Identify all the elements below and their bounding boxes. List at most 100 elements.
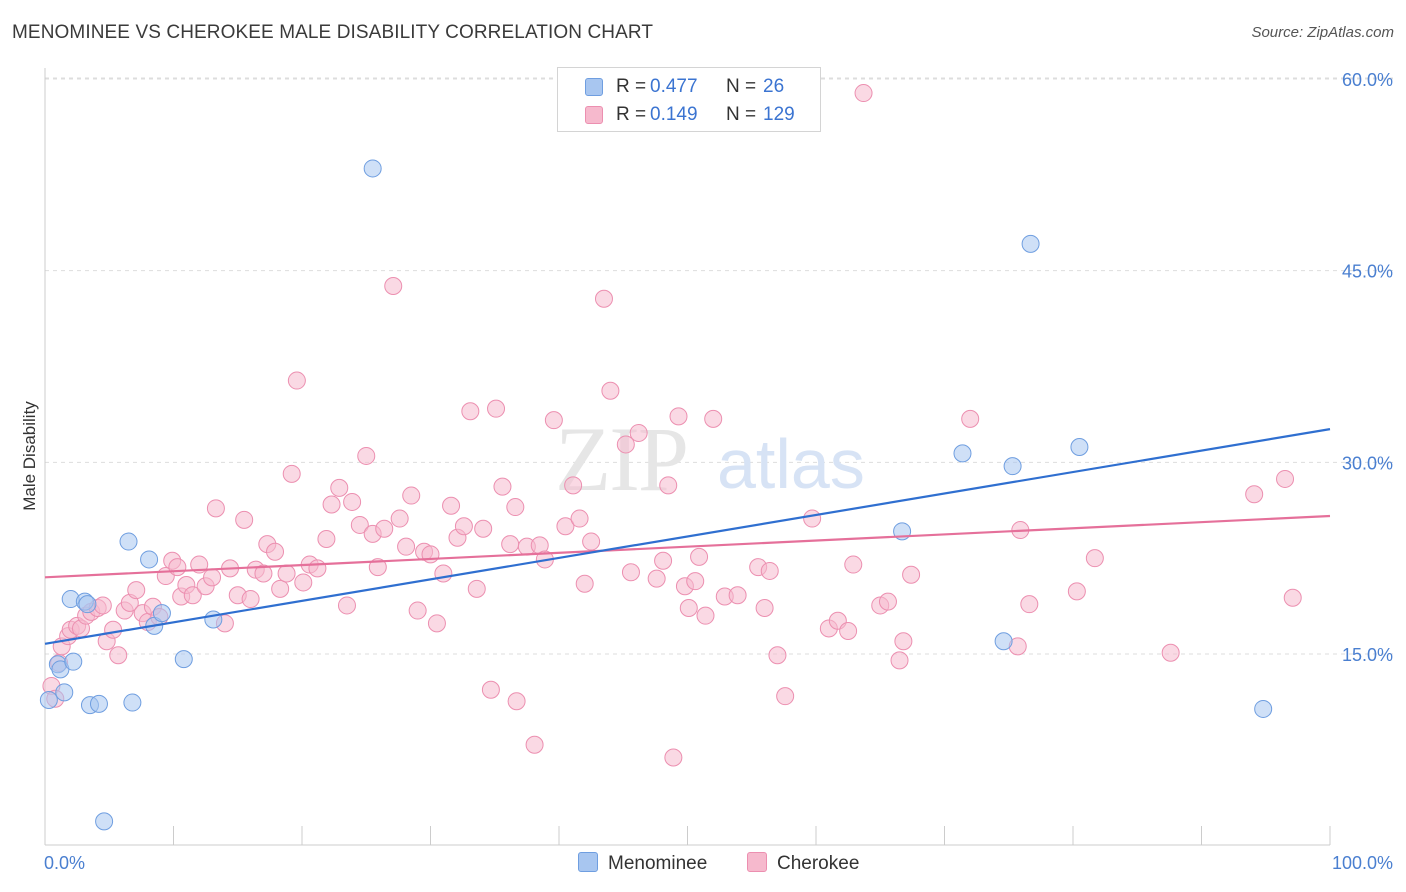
cherokee-point [621,563,640,582]
legend-n-label: N = [726,76,757,97]
menominee-point [1254,699,1273,718]
cherokee-point [408,601,427,620]
chart-title: MENOMINEE VS CHEROKEE MALE DISABILITY CO… [12,22,654,43]
cherokee-point [594,289,613,308]
legend-r-label: R = [616,104,647,125]
menominee-point [64,652,83,671]
cherokee-point [961,409,980,428]
cherokee-swatch [585,106,603,124]
cherokee-point [1283,588,1302,607]
cherokee-point [525,735,544,754]
x-tick-label-min: 0.0% [44,853,85,873]
cherokee-point [168,558,187,577]
cherokee-point [266,542,285,561]
cherokee-point [556,517,575,536]
watermark-zip: ZIP [555,408,687,510]
cherokee-point [679,599,698,617]
cherokee-point [235,510,254,529]
watermark-atlas: atlas [717,425,865,503]
cherokee-point [1245,485,1264,504]
cherokee-swatch [747,852,767,872]
cherokee-point [854,84,873,103]
cherokee-point [768,646,787,665]
menominee-swatch [585,78,603,96]
legend-r-value: 0.149 [650,104,698,125]
menominee-point [1021,234,1040,253]
y-axis-label: Male Disability [20,401,39,511]
cherokee-point [308,559,327,578]
cherokee-point [776,687,795,706]
cherokee-point [454,517,473,536]
cherokee-point [93,596,112,615]
cherokee-point [669,407,688,426]
cherokee-point [506,498,525,517]
cherokee-point [654,551,673,570]
cherokee-point [696,606,715,625]
cherokee-point [507,692,526,711]
cherokee-point [601,381,620,400]
y-tick-label: 30.0% [1342,453,1393,473]
cherokee-point [375,519,394,538]
y-tick-label: 15.0% [1342,645,1393,665]
y-tick-label: 60.0% [1342,70,1393,90]
cherokee-point [844,555,863,574]
cherokee-point [690,547,709,566]
menominee-point [95,812,114,831]
cherokee-point [282,464,301,483]
cherokee-point [878,592,897,611]
cherokee-point [343,492,362,511]
cherokee-point [467,579,486,598]
cherokee-point [368,558,387,577]
cherokee-point [803,509,822,528]
menominee-point [123,693,142,712]
legend-n-label: N = [726,104,757,125]
menominee-point [119,532,138,551]
legend-item-menominee: Menominee [578,852,707,875]
cherokee-point [317,530,336,548]
watermark: ZIP atlas [555,408,865,510]
cherokee-point [1161,643,1180,662]
cherokee-point [839,622,858,640]
cherokee-trend-line [44,514,1331,579]
menominee-point [152,604,171,623]
y-tick-labels: 15.0% 30.0% 45.0% 60.0% [1342,70,1393,665]
series-cherokee [42,84,1302,767]
cherokee-point [686,572,705,591]
legend-n-value: 26 [763,76,785,97]
cherokee-point [287,371,306,390]
menominee-point [1003,457,1022,476]
menominee-trend-line [44,428,1331,645]
cherokee-point [241,590,260,609]
cherokee-point [629,423,648,442]
cherokee-point [575,574,594,593]
source-credit: Source: ZipAtlas.com [1251,24,1394,41]
cherokee-point [357,446,376,465]
menominee-point [89,694,108,713]
legend-row-cherokee: R = 0.149 N = 129 [558,102,820,130]
cherokee-point [616,435,635,454]
cherokee-point [434,564,453,583]
cherokee-point [390,509,409,528]
cherokee-point [582,532,601,551]
cherokee-point [564,476,583,495]
cherokee-point [487,399,506,418]
cherokee-point [350,515,369,534]
cherokee-point [481,680,500,699]
cherokee-point [544,411,563,430]
legend-r-value: 0.477 [650,76,698,97]
cherokee-point [501,535,520,554]
legend-item-cherokee: Cherokee [747,852,859,875]
cherokee-point [1067,582,1086,601]
cherokee-point [474,519,493,538]
legend-r-label: R = [616,76,647,97]
cherokee-point [442,496,461,515]
legend-row-menominee: R = 0.477 N = 26 [558,74,820,102]
cherokee-point [570,509,589,528]
cherokee-point [322,495,341,514]
cherokee-point [330,478,349,497]
cherokee-point [277,564,296,583]
stats-legend: R = 0.477 N = 26 R = 0.149 N = 129 [557,67,821,132]
menominee-swatch [578,852,598,872]
menominee-point [1070,438,1089,456]
